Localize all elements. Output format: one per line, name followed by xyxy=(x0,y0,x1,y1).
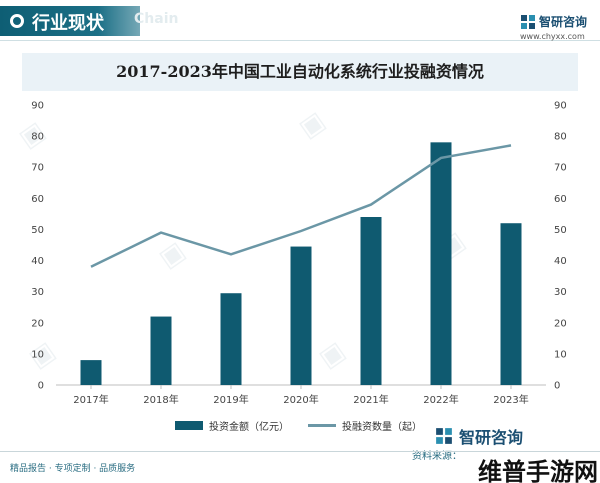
left-y-tick-label: 50 xyxy=(31,225,44,236)
footer-slogan: 精品报告 · 专项定制 · 品质服务 xyxy=(10,464,136,474)
right-y-tick-label: 0 xyxy=(554,381,560,392)
footer-brand: 智研咨询 xyxy=(435,424,523,448)
x-tick-label: 2019年 xyxy=(213,393,248,406)
bar xyxy=(150,316,172,385)
left-y-tick-label: 20 xyxy=(31,318,44,329)
bar xyxy=(80,360,102,385)
left-y-tick-label: 40 xyxy=(31,256,44,267)
left-y-tick-label: 70 xyxy=(31,163,44,174)
left-y-tick-label: 10 xyxy=(31,349,44,360)
corner-watermark-text: 维普手游网 xyxy=(478,458,598,483)
brand-url: www.chyxx.com xyxy=(520,32,585,41)
brand-name: 智研咨询 xyxy=(539,15,588,29)
bar xyxy=(220,293,242,385)
left-y-axis: 0 10 20 30 40 50 60 70 80 90 xyxy=(31,101,44,392)
right-y-tick-label: 70 xyxy=(554,163,567,174)
legend-item-line: 投融资数量（起） xyxy=(308,418,422,433)
right-y-tick-label: 90 xyxy=(554,101,567,112)
chart-legend: 投资金额（亿元） 投融资数量（起） xyxy=(0,418,600,434)
section-title-en: Chain xyxy=(134,11,179,27)
chart-title-band xyxy=(22,53,578,91)
legend-bar-swatch xyxy=(175,421,203,430)
left-y-tick-label: 0 xyxy=(38,381,44,392)
left-y-tick-label: 90 xyxy=(31,101,44,112)
legend-bar-label: 投资金额（亿元） xyxy=(209,422,289,433)
x-tick-label: 2022年 xyxy=(423,393,458,406)
page-header: 行业现状 Chain 智研咨询 www.chyxx.com xyxy=(0,0,600,48)
right-y-tick-label: 40 xyxy=(554,256,567,267)
legend-line-swatch xyxy=(308,424,336,427)
bar xyxy=(290,246,312,385)
footer-brand-name: 智研咨询 xyxy=(459,428,524,447)
right-y-axis: 0 10 20 30 40 50 60 70 80 90 xyxy=(554,101,567,392)
x-tick-label: 2018年 xyxy=(143,393,178,406)
right-y-tick-label: 10 xyxy=(554,349,567,360)
bar xyxy=(430,142,452,385)
right-y-tick-label: 50 xyxy=(554,225,567,236)
bar xyxy=(360,217,382,385)
x-tick-label: 2021年 xyxy=(353,393,388,406)
right-y-tick-label: 60 xyxy=(554,194,567,205)
x-tick-label: 2020年 xyxy=(283,393,318,406)
right-y-tick-label: 20 xyxy=(554,318,567,329)
bar xyxy=(500,223,522,385)
right-y-tick-label: 80 xyxy=(554,132,567,143)
legend-line-label: 投融资数量（起） xyxy=(342,422,422,433)
left-y-tick-label: 80 xyxy=(31,132,44,143)
x-tick-label: 2017年 xyxy=(73,393,108,406)
x-axis-ticks: 2017年 2018年 2019年 2020年 2021年 2022年 2023年 xyxy=(73,385,529,406)
left-y-tick-label: 30 xyxy=(31,287,44,298)
right-y-tick-label: 30 xyxy=(554,287,567,298)
bar-series xyxy=(80,142,522,385)
left-y-tick-label: 60 xyxy=(31,194,44,205)
data-source: 资料来源： xyxy=(412,451,462,462)
footer-divider xyxy=(0,451,600,452)
brand-logo-icon xyxy=(521,15,535,29)
chart-title: 2017-2023年中国工业自动化系统行业投融资情况 xyxy=(116,62,484,81)
circle-icon xyxy=(10,14,24,28)
x-tick-label: 2023年 xyxy=(493,393,528,406)
legend-item-bar: 投资金额（亿元） xyxy=(175,418,289,433)
section-title: 行业现状 xyxy=(32,13,104,34)
brand-logo-icon xyxy=(436,428,452,444)
header-divider xyxy=(0,40,600,41)
